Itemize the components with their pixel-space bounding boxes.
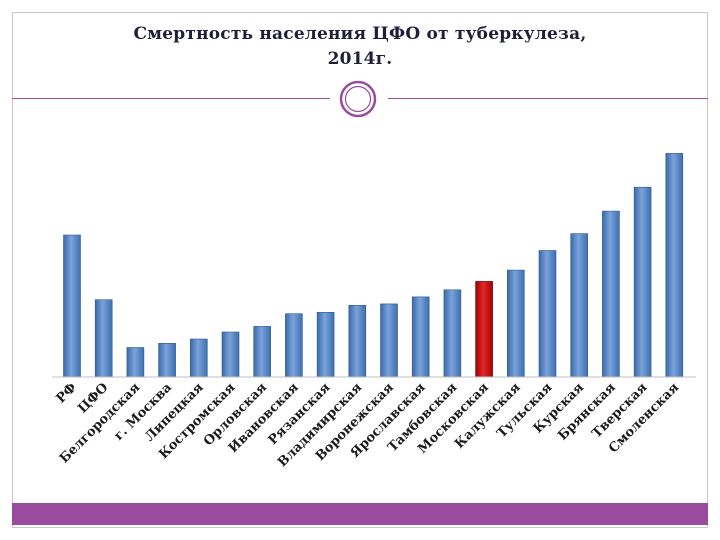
bar xyxy=(570,233,589,378)
slide-frame xyxy=(12,12,708,528)
bar xyxy=(158,342,176,378)
bar xyxy=(665,153,684,378)
divider-right xyxy=(388,98,708,99)
bar xyxy=(380,303,398,378)
bar xyxy=(253,326,271,378)
bar xyxy=(443,289,462,378)
bottom-band xyxy=(12,503,708,525)
x-tick-label: РФ xyxy=(54,380,80,406)
bar xyxy=(285,313,303,378)
divider-left xyxy=(12,98,330,99)
bar xyxy=(633,186,652,378)
bar xyxy=(475,281,493,378)
bar xyxy=(190,338,208,378)
bar xyxy=(411,296,430,378)
chart-title-line-1: Смертность населения ЦФО от туберкулеза, xyxy=(133,24,587,44)
bar xyxy=(126,347,145,378)
chart-title: Смертность населения ЦФО от туберкулеза,… xyxy=(40,22,680,72)
bar xyxy=(63,234,81,378)
bar xyxy=(538,250,557,378)
bar xyxy=(221,331,240,378)
bar xyxy=(348,304,367,378)
bar xyxy=(506,269,525,378)
circle-emblem-icon xyxy=(339,80,377,118)
bar xyxy=(316,311,335,378)
bar xyxy=(602,210,620,378)
chart-title-line-2: 2014г. xyxy=(327,49,393,69)
bar xyxy=(94,299,113,378)
